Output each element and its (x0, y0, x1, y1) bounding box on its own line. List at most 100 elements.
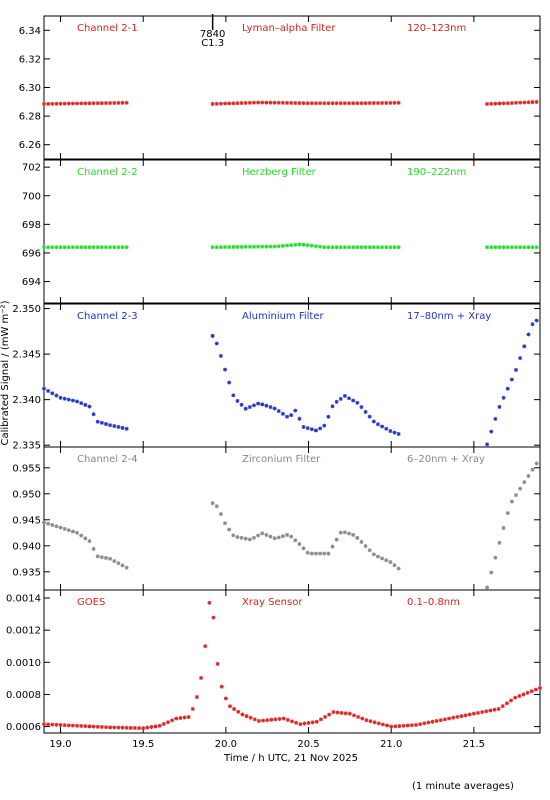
data-point (46, 388, 51, 393)
panel-filter-label: Zirconium Filter (242, 454, 321, 465)
y-axis-label: Calibrated Signal / (mW m⁻²) (0, 300, 11, 445)
data-point (533, 687, 538, 692)
data-point (124, 245, 129, 250)
data-point (538, 686, 542, 691)
data-series (42, 600, 542, 731)
data-point (500, 704, 505, 709)
data-point (505, 101, 510, 106)
data-point (322, 423, 327, 428)
data-point (95, 245, 100, 250)
data-point (132, 725, 137, 730)
data-point (422, 721, 427, 726)
data-point (247, 100, 252, 105)
data-point (269, 717, 274, 722)
data-point (310, 720, 315, 725)
data-point (384, 245, 389, 250)
data-point (505, 245, 510, 250)
data-point (380, 245, 385, 250)
data-point (108, 556, 113, 561)
data-point (228, 704, 232, 709)
data-point (330, 544, 335, 549)
data-point (54, 524, 59, 529)
data-point (297, 242, 302, 247)
data-point (223, 101, 228, 106)
data-point (99, 245, 104, 250)
data-point (210, 101, 215, 106)
data-point (514, 100, 519, 105)
data-point (526, 245, 531, 250)
data-point (505, 386, 510, 391)
data-point (211, 615, 216, 620)
data-point (285, 532, 290, 537)
data-point (426, 720, 431, 725)
data-point (223, 696, 228, 701)
data-point (351, 101, 356, 106)
data-point (214, 101, 219, 106)
data-point (112, 100, 117, 105)
x-tick-label: 20.5 (297, 739, 319, 750)
data-point (334, 245, 339, 250)
y-tick-label: 0.0012 (6, 626, 41, 637)
data-point (91, 412, 96, 417)
data-point (393, 724, 398, 729)
data-point (276, 244, 281, 249)
data-point (79, 533, 84, 538)
data-point (95, 419, 100, 424)
data-point (380, 556, 385, 561)
data-point (371, 552, 376, 557)
data-point (493, 245, 498, 250)
data-point (496, 706, 501, 711)
data-point (186, 715, 191, 720)
data-point (521, 692, 526, 697)
panel-channel-label: Channel 2-1 (77, 23, 138, 34)
data-point (355, 400, 360, 405)
data-point (392, 430, 397, 435)
data-point (227, 527, 232, 532)
data-point (297, 101, 302, 106)
data-point (518, 245, 523, 250)
data-point (359, 539, 364, 544)
data-point (529, 689, 534, 694)
data-point (489, 101, 494, 106)
panel-1: 6.26 6.28 6.30 6.32 6.34 Channel 2-1 Lyman–alp… (19, 15, 541, 160)
data-point (371, 419, 376, 424)
data-point (322, 101, 327, 106)
y-tick-label: 6.34 (19, 26, 41, 37)
data-point (42, 520, 46, 525)
data-point (219, 684, 224, 689)
data-point (62, 723, 67, 728)
data-point (70, 398, 75, 403)
panel-filter-label: Herzberg Filter (242, 167, 317, 178)
data-point (534, 318, 539, 323)
data-point (46, 245, 51, 250)
data-point (322, 245, 327, 250)
data-point (243, 244, 248, 249)
data-point (272, 244, 277, 249)
data-point (388, 429, 393, 434)
data-point (330, 245, 335, 250)
panel-4: 0.935 0.940 0.945 0.950 0.955 Channel 2-4 Zirc… (12, 446, 541, 591)
data-point (360, 716, 365, 721)
data-point (46, 722, 51, 727)
data-point (157, 723, 162, 728)
data-point (331, 710, 336, 715)
data-point (343, 711, 348, 716)
data-point (256, 244, 261, 249)
data-point (235, 398, 240, 403)
data-point (120, 425, 125, 430)
data-point (380, 100, 385, 105)
data-point (95, 101, 100, 106)
data-point (493, 555, 498, 560)
data-point (281, 716, 286, 721)
data-point (534, 245, 539, 250)
data-point (518, 356, 523, 361)
data-point (244, 714, 249, 719)
data-point (285, 414, 290, 419)
data-point (467, 712, 472, 717)
data-point (526, 100, 531, 105)
data-point (492, 707, 497, 712)
data-point (75, 530, 80, 535)
data-point (293, 242, 298, 247)
data-point (342, 393, 347, 398)
data-point (87, 539, 92, 544)
